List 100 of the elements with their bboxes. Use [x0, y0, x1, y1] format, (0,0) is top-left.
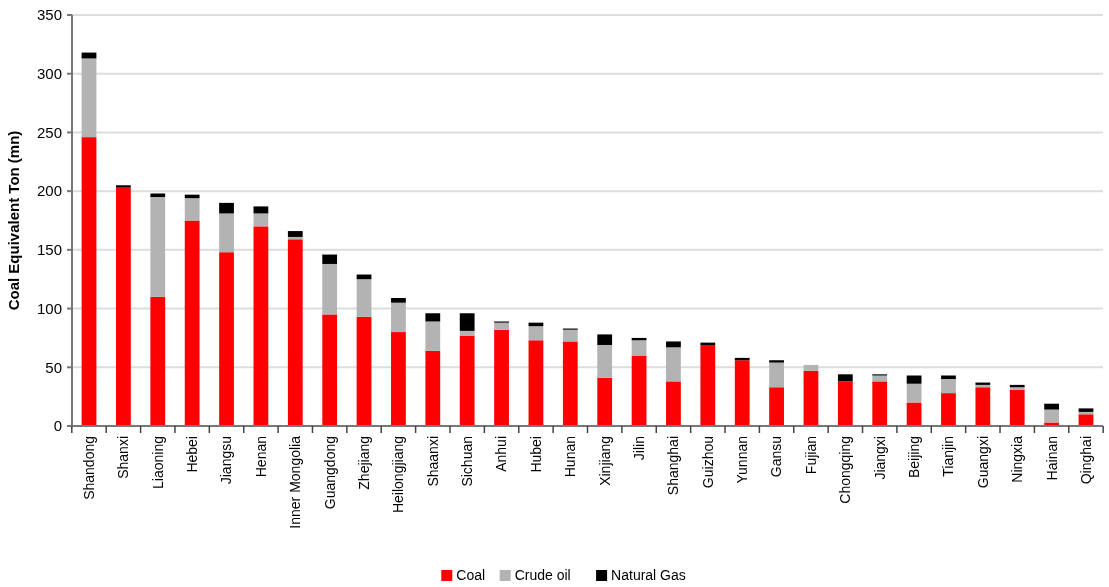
legend-label: Natural Gas	[611, 567, 686, 583]
bar	[150, 193, 166, 198]
bar	[562, 329, 578, 342]
x-tick-label: Shanxi	[115, 436, 132, 479]
bar	[734, 360, 750, 426]
bar	[562, 341, 578, 426]
x-tick-label: Hainan	[1043, 436, 1060, 481]
bar	[253, 213, 269, 227]
bar	[425, 321, 441, 351]
x-tick-label: Guizhou	[699, 436, 716, 489]
x-tick-label: Liaoning	[149, 436, 166, 489]
x-tick-label: Anhui	[493, 436, 510, 472]
bar	[322, 314, 338, 426]
bar	[116, 187, 131, 426]
x-tick-label: Hunan	[562, 436, 579, 478]
bar	[81, 137, 97, 426]
x-tick-label: Xinjiang	[596, 436, 613, 486]
bar	[287, 231, 303, 237]
bar	[528, 340, 544, 426]
y-tick-label: 200	[36, 182, 62, 200]
bar	[391, 332, 406, 426]
bar	[459, 313, 475, 331]
x-tick-label: Qinghai	[1077, 436, 1094, 485]
x-tick-label: Chongqing	[837, 436, 854, 504]
x-tick-label: Heilongjiang	[390, 436, 407, 514]
x-tick-label: Zhejiang	[355, 436, 372, 490]
x-tick-label: Yunnan	[734, 436, 751, 484]
bar	[150, 296, 166, 426]
bar	[769, 387, 784, 426]
x-tick-label: Tianjin	[940, 436, 957, 477]
bar	[253, 206, 269, 214]
bar	[700, 344, 716, 426]
bar	[219, 202, 234, 214]
x-tick-label: Jiangxi	[871, 436, 888, 480]
bar	[356, 316, 372, 426]
y-tick-label: 350	[36, 6, 62, 24]
bar	[219, 213, 234, 253]
x-tick-label: Henan	[252, 436, 269, 478]
bar	[769, 362, 784, 388]
bar	[803, 370, 819, 426]
bar	[631, 355, 647, 426]
y-tick-label: 300	[36, 64, 62, 82]
bar	[219, 252, 234, 426]
x-tick-label: Jiangsu	[218, 436, 235, 485]
x-tick-label: Ningxia	[1009, 435, 1026, 483]
legend-label: Coal	[456, 567, 486, 583]
x-tick-label: Hubei	[527, 436, 544, 473]
bar	[837, 374, 853, 382]
bar	[253, 226, 269, 426]
bar	[425, 313, 441, 322]
bar	[872, 381, 888, 426]
bar	[81, 58, 97, 138]
x-tick-label: Gansu	[768, 436, 785, 478]
bar	[597, 377, 613, 426]
bar	[459, 330, 475, 336]
bar	[906, 383, 922, 403]
x-tick-label: Shanghai	[665, 436, 682, 496]
bar	[1044, 403, 1059, 410]
bar	[391, 298, 406, 303]
bar	[769, 360, 784, 363]
x-tick-label: Guangdong	[321, 436, 338, 510]
bar	[494, 329, 509, 426]
bar	[631, 340, 647, 356]
y-axis-title: Coal Equivalent Ton (mn)	[5, 130, 22, 311]
bar	[837, 381, 853, 426]
bar	[459, 335, 475, 426]
x-tick-label: Sichuan	[459, 436, 476, 487]
y-tick-label: 150	[36, 241, 62, 259]
y-tick-label: 50	[45, 358, 62, 376]
bar	[356, 279, 372, 317]
legend-label: Crude oil	[514, 567, 571, 583]
bar	[322, 263, 338, 315]
bar	[666, 341, 681, 348]
bar	[666, 347, 681, 382]
bar	[941, 393, 956, 426]
x-tick-label: Inner Mongolia	[287, 435, 304, 529]
y-tick-label: 0	[53, 417, 62, 435]
bar	[597, 334, 613, 345]
bar	[287, 239, 303, 426]
x-tick-label: Guangxi	[974, 436, 991, 489]
bar	[150, 197, 166, 297]
bar	[666, 381, 681, 426]
bar	[184, 220, 200, 426]
bar	[425, 350, 441, 426]
bar	[906, 375, 922, 384]
x-tick-label: Beijing	[905, 436, 922, 479]
x-tick-label: Fujian	[802, 436, 819, 475]
bar	[975, 387, 991, 426]
bar	[184, 198, 200, 221]
y-tick-label: 250	[36, 123, 62, 141]
y-tick-label: 100	[36, 299, 62, 317]
bar	[941, 379, 956, 394]
bar	[1044, 409, 1059, 423]
bar	[1009, 389, 1025, 426]
bar	[322, 254, 338, 264]
bar	[494, 322, 509, 330]
x-tick-label: Shandong	[80, 436, 97, 500]
x-tick-label: Jilin	[630, 436, 647, 461]
x-tick-label: Hebei	[184, 436, 201, 473]
bar	[597, 344, 613, 378]
